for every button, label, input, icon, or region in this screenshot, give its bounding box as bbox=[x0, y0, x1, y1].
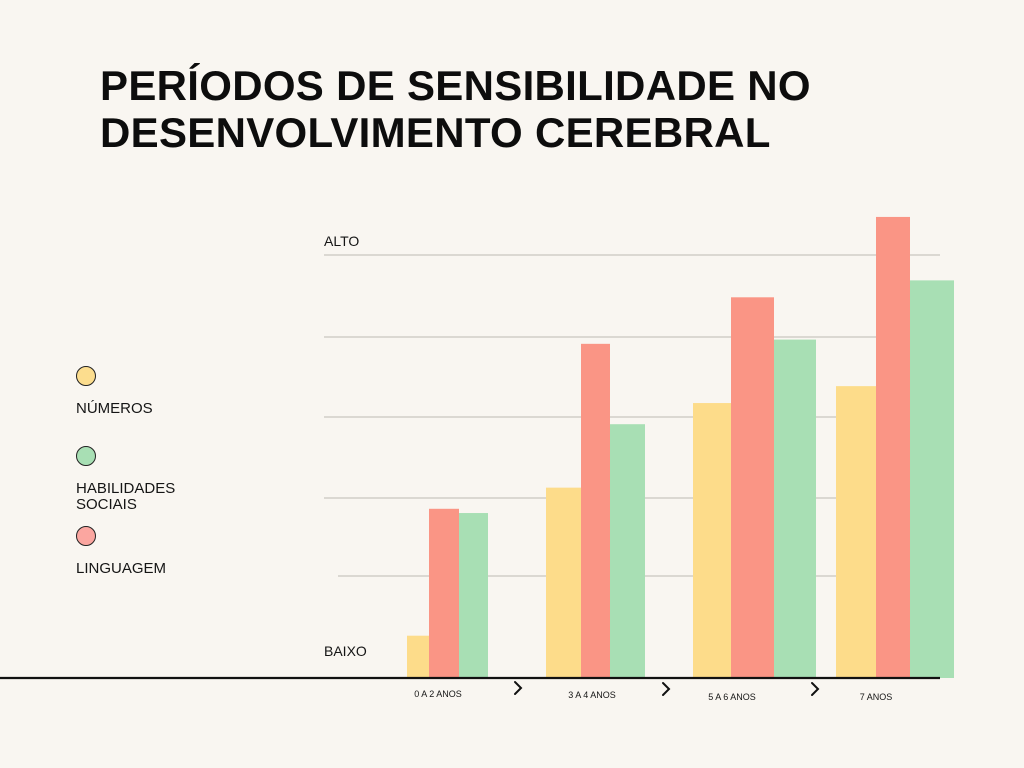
y-axis-high-label: ALTO bbox=[324, 233, 360, 249]
legend-label-numeros: NÚMEROS bbox=[76, 400, 153, 417]
chart-title-line-1: PERÍODOS DE SENSIBILIDADE NO bbox=[100, 62, 811, 109]
x-axis-labels: 0 A 2 ANOS 3 A 4 ANOS 5 A 6 ANOS 7 ANOS bbox=[414, 689, 892, 702]
bars bbox=[407, 216, 954, 678]
bar-linguagem-1 bbox=[429, 508, 459, 678]
bar-habilidades-sociais-1 bbox=[459, 513, 488, 678]
x-tick-label: 3 A 4 ANOS bbox=[568, 690, 616, 700]
legend-label-linguagem: LINGUAGEM bbox=[76, 560, 167, 577]
chart-title-line-2: DESENVOLVIMENTO CEREBRAL bbox=[100, 109, 771, 156]
legend-swatch-numeros bbox=[76, 366, 96, 386]
x-tick-label: 5 A 6 ANOS bbox=[708, 692, 756, 702]
chevron-right-icon bbox=[811, 682, 820, 696]
chevron-right-icon bbox=[514, 681, 523, 695]
legend-swatch-habilidades-sociais bbox=[76, 446, 96, 466]
legend-swatch-linguagem bbox=[76, 526, 96, 546]
arrows bbox=[514, 681, 820, 696]
chart-title: PERÍODOS DE SENSIBILIDADE NO DESENVOLVIM… bbox=[100, 62, 980, 156]
legend-label-habilidades-sociais: HABILIDADES SOCIAIS bbox=[76, 480, 176, 513]
x-tick-label: 0 A 2 ANOS bbox=[414, 689, 462, 699]
bar-numeros-4 bbox=[836, 386, 876, 678]
bar-numeros-2 bbox=[546, 487, 581, 678]
bar-linguagem-3 bbox=[731, 297, 774, 678]
chevron-right-icon bbox=[662, 682, 671, 696]
bar-habilidades-sociais-3 bbox=[774, 339, 816, 678]
bar-numeros-1 bbox=[407, 635, 429, 678]
bar-linguagem-4 bbox=[876, 216, 910, 678]
x-tick-label: 7 ANOS bbox=[860, 692, 893, 702]
bar-habilidades-sociais-2 bbox=[610, 424, 645, 678]
bar-habilidades-sociais-4 bbox=[910, 280, 954, 678]
y-axis-low-label: BAIXO bbox=[324, 643, 367, 659]
bar-linguagem-2 bbox=[581, 343, 610, 678]
bar-numeros-3 bbox=[693, 403, 731, 678]
